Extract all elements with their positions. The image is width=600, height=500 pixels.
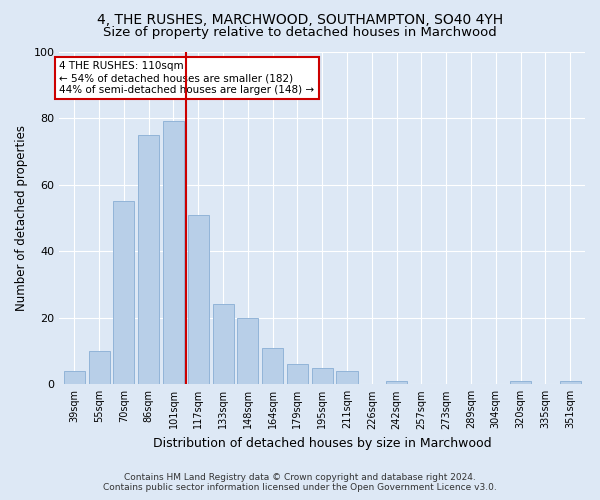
Bar	[560, 381, 581, 384]
Bar	[262, 348, 283, 385]
Bar	[510, 381, 531, 384]
Bar	[89, 351, 110, 384]
Bar	[311, 368, 333, 384]
Y-axis label: Number of detached properties: Number of detached properties	[15, 125, 28, 311]
Bar	[188, 214, 209, 384]
Bar	[138, 134, 159, 384]
X-axis label: Distribution of detached houses by size in Marchwood: Distribution of detached houses by size …	[153, 437, 491, 450]
Bar	[237, 318, 259, 384]
Text: Size of property relative to detached houses in Marchwood: Size of property relative to detached ho…	[103, 26, 497, 39]
Bar	[337, 371, 358, 384]
Bar	[386, 381, 407, 384]
Bar	[163, 122, 184, 384]
Text: 4 THE RUSHES: 110sqm
← 54% of detached houses are smaller (182)
44% of semi-deta: 4 THE RUSHES: 110sqm ← 54% of detached h…	[59, 62, 314, 94]
Bar	[113, 202, 134, 384]
Text: 4, THE RUSHES, MARCHWOOD, SOUTHAMPTON, SO40 4YH: 4, THE RUSHES, MARCHWOOD, SOUTHAMPTON, S…	[97, 12, 503, 26]
Bar	[287, 364, 308, 384]
Text: Contains HM Land Registry data © Crown copyright and database right 2024.
Contai: Contains HM Land Registry data © Crown c…	[103, 473, 497, 492]
Bar	[212, 304, 233, 384]
Bar	[64, 371, 85, 384]
